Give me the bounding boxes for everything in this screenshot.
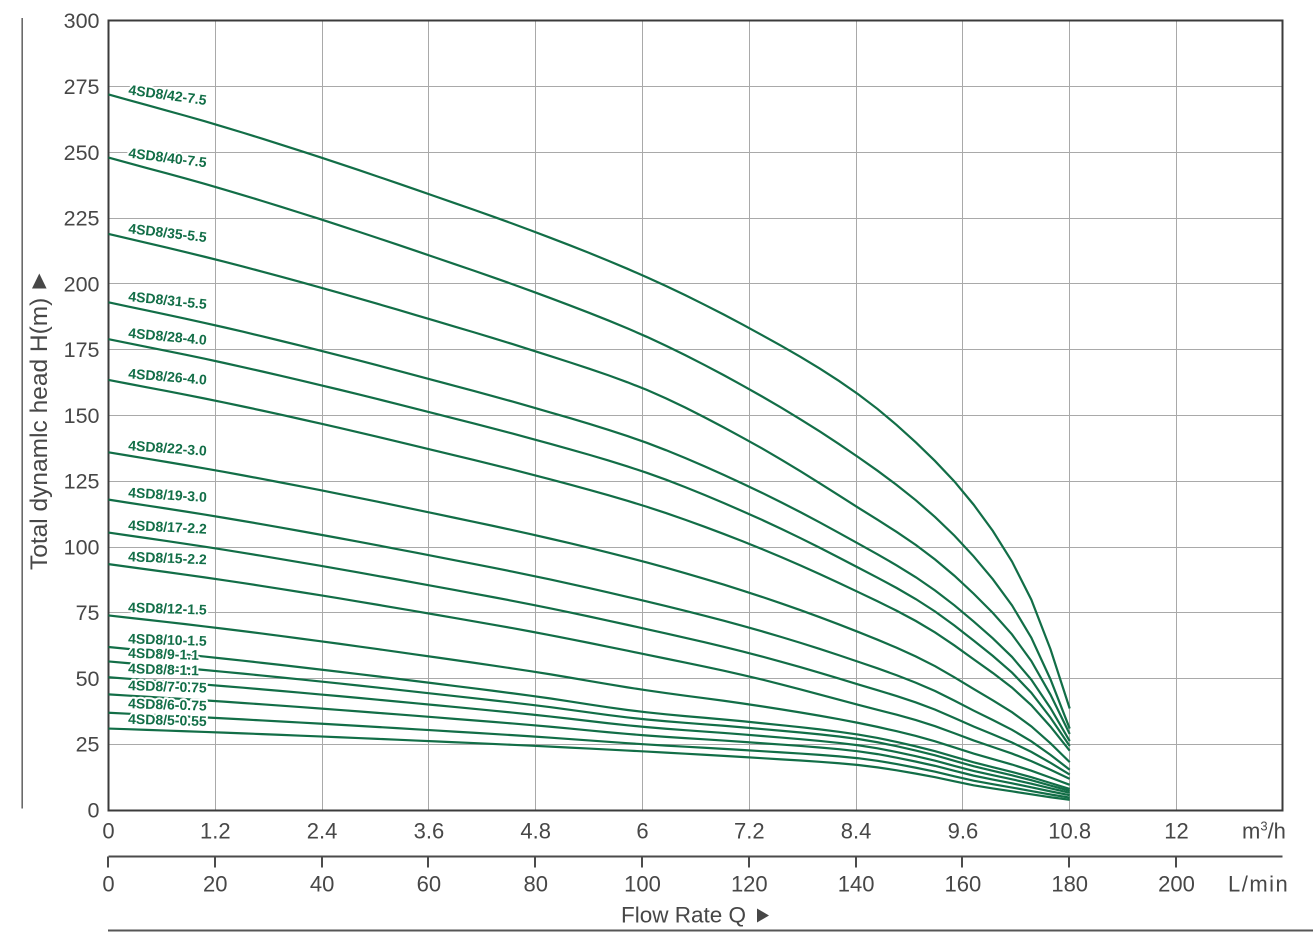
svg-text:4SD8/7-0.75: 4SD8/7-0.75 bbox=[128, 677, 207, 695]
svg-text:12: 12 bbox=[1164, 819, 1188, 844]
svg-text:4SD8/5-0.55: 4SD8/5-0.55 bbox=[128, 711, 207, 729]
svg-text:150: 150 bbox=[64, 404, 100, 428]
svg-text:300: 300 bbox=[64, 9, 100, 33]
svg-text:180: 180 bbox=[1051, 872, 1088, 897]
svg-text:0: 0 bbox=[88, 799, 100, 823]
svg-text:100: 100 bbox=[64, 535, 100, 559]
svg-text:120: 120 bbox=[731, 872, 768, 897]
svg-text:25: 25 bbox=[76, 733, 100, 757]
svg-text:40: 40 bbox=[310, 872, 334, 897]
svg-text:7.2: 7.2 bbox=[734, 819, 765, 844]
svg-text:8.4: 8.4 bbox=[841, 819, 872, 844]
svg-text:6: 6 bbox=[636, 819, 648, 844]
svg-text:4SD8/17-2.2: 4SD8/17-2.2 bbox=[128, 517, 208, 537]
svg-text:200: 200 bbox=[64, 272, 100, 296]
svg-text:Flow Rate Q: Flow Rate Q bbox=[621, 903, 746, 928]
svg-text:250: 250 bbox=[64, 141, 100, 165]
svg-text:100: 100 bbox=[624, 872, 661, 897]
svg-text:4SD8/8-1.1: 4SD8/8-1.1 bbox=[128, 660, 200, 678]
svg-text:2.4: 2.4 bbox=[307, 819, 338, 844]
svg-text:Total dynamlc head H(m): Total dynamlc head H(m) bbox=[26, 298, 53, 570]
svg-text:4SD8/6-0.75: 4SD8/6-0.75 bbox=[128, 695, 207, 713]
svg-text:L/min: L/min bbox=[1228, 872, 1289, 897]
svg-text:4SD8/15-2.2: 4SD8/15-2.2 bbox=[128, 548, 207, 567]
svg-text:0: 0 bbox=[102, 819, 114, 844]
svg-text:140: 140 bbox=[838, 872, 875, 897]
svg-text:60: 60 bbox=[417, 872, 441, 897]
svg-text:125: 125 bbox=[64, 470, 100, 494]
svg-text:3.6: 3.6 bbox=[414, 819, 445, 844]
svg-text:50: 50 bbox=[76, 667, 100, 691]
svg-text:4SD8/10-1.5: 4SD8/10-1.5 bbox=[128, 630, 207, 648]
svg-text:10.8: 10.8 bbox=[1048, 819, 1091, 844]
svg-text:175: 175 bbox=[64, 338, 100, 362]
svg-text:4SD8/9-1.1: 4SD8/9-1.1 bbox=[128, 645, 200, 663]
svg-text:20: 20 bbox=[203, 872, 227, 897]
svg-text:200: 200 bbox=[1158, 872, 1195, 897]
svg-text:0: 0 bbox=[102, 872, 114, 897]
svg-text:225: 225 bbox=[64, 207, 100, 231]
svg-text:160: 160 bbox=[945, 872, 982, 897]
svg-text:m3/h: m3/h bbox=[1242, 819, 1286, 844]
svg-text:9.6: 9.6 bbox=[948, 819, 979, 844]
svg-text:4SD8/12-1.5: 4SD8/12-1.5 bbox=[128, 599, 207, 617]
svg-text:275: 275 bbox=[64, 75, 100, 99]
svg-text:1.2: 1.2 bbox=[200, 819, 231, 844]
svg-text:80: 80 bbox=[523, 872, 547, 897]
svg-text:75: 75 bbox=[76, 601, 100, 625]
svg-text:4.8: 4.8 bbox=[520, 819, 551, 844]
